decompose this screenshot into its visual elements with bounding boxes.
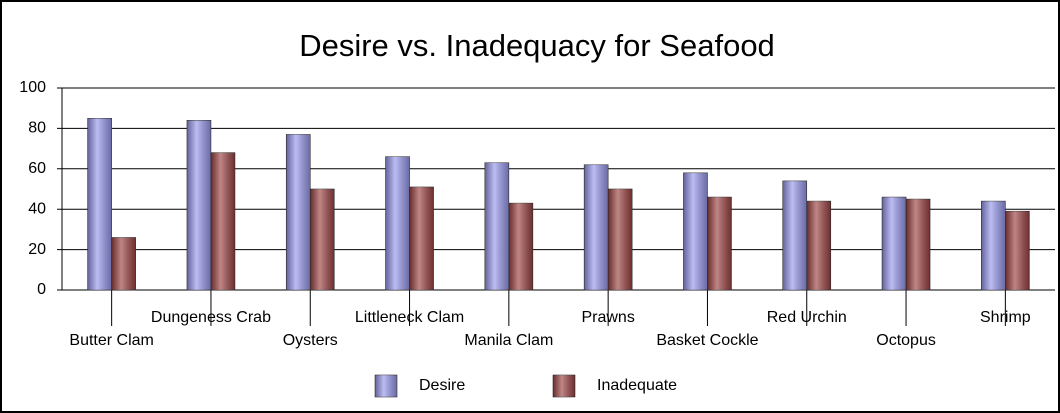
x-tick-label: Red Urchin [767, 309, 847, 326]
y-tick-label: 40 [28, 200, 46, 217]
bar [385, 156, 410, 291]
bar-shade [186, 120, 211, 290]
x-tick-label: Manila Clam [464, 332, 553, 349]
bar [607, 188, 633, 291]
bar-shade [584, 164, 609, 290]
bar [683, 172, 708, 291]
bar [707, 196, 732, 291]
bar-shade [286, 134, 311, 290]
x-tick-label: Prawns [581, 309, 634, 326]
legend-swatch-shade [553, 375, 575, 397]
x-tick-label: Littleneck Clam [355, 309, 464, 326]
bar-shade [87, 118, 112, 290]
bar-shade [484, 162, 509, 290]
bar-shade [707, 197, 732, 290]
bar-shade [981, 201, 1006, 290]
bar-shade [508, 203, 533, 290]
bar [782, 180, 808, 291]
x-tick-label: Dungeness Crab [151, 309, 271, 326]
bar-shade [385, 156, 410, 290]
bar-shade [882, 197, 907, 290]
bar-shade [111, 237, 136, 290]
bar [210, 152, 236, 291]
bar-shade [409, 186, 434, 290]
bar [285, 134, 311, 291]
y-tick-label: 20 [28, 241, 46, 258]
bar-shade [1005, 211, 1030, 290]
bar [409, 186, 434, 291]
bar-shade [683, 172, 708, 290]
bar-shade [806, 201, 831, 290]
y-tick-label: 60 [28, 160, 46, 177]
bar [87, 118, 112, 291]
bar-shade [310, 189, 335, 290]
bar-shade [608, 189, 633, 290]
bar [508, 202, 534, 291]
bar [186, 120, 212, 291]
bar [583, 164, 609, 291]
bar [881, 196, 907, 291]
bar [1005, 210, 1030, 291]
bar-shade [906, 199, 931, 290]
x-tick-label: Oysters [283, 332, 338, 349]
y-tick-label: 100 [19, 79, 46, 96]
legend-label: Desire [419, 377, 465, 394]
bar [309, 188, 335, 291]
x-tick-label: Basket Cockle [656, 332, 758, 349]
y-tick-label: 0 [37, 281, 46, 298]
bar [806, 200, 832, 291]
legend-label: Inadequate [597, 377, 677, 394]
x-tick-label: Shrimp [980, 309, 1031, 326]
bar [484, 162, 510, 291]
x-tick-label: Butter Clam [69, 332, 153, 349]
legend-swatch-shade [375, 375, 397, 397]
bar [905, 198, 931, 291]
x-tick-label: Octopus [876, 332, 936, 349]
bar-shade [782, 180, 807, 290]
bar [981, 200, 1006, 291]
y-tick-label: 80 [28, 120, 46, 137]
bar [111, 237, 136, 291]
chart-title: Desire vs. Inadequacy for Seafood [299, 28, 775, 63]
bar-shade [210, 152, 235, 290]
